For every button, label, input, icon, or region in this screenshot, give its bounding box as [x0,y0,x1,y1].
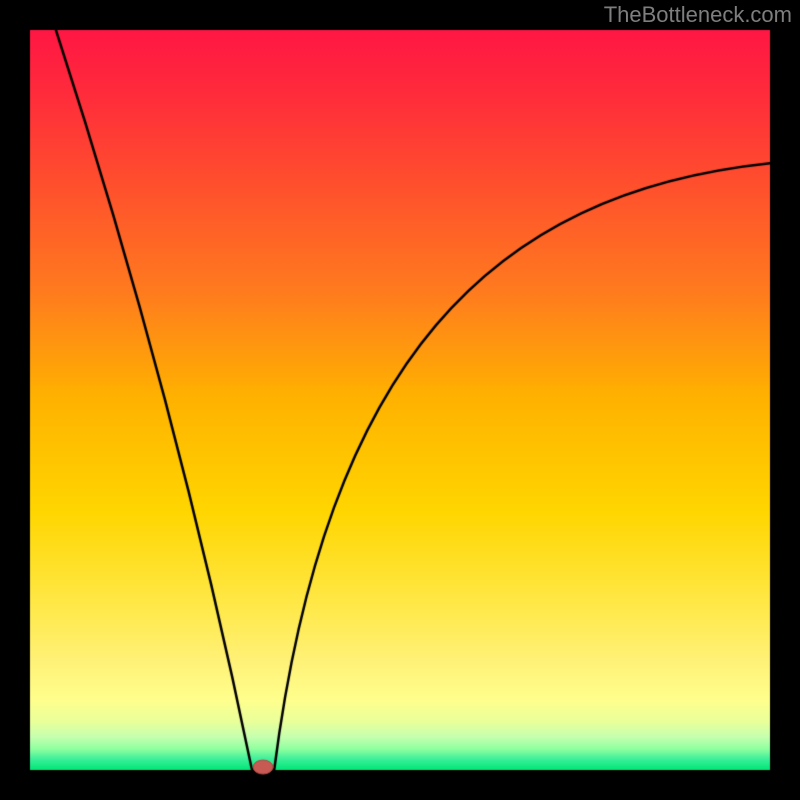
bottleneck-chart [0,0,800,800]
watermark-label: TheBottleneck.com [604,2,792,28]
chart-container: TheBottleneck.com [0,0,800,800]
